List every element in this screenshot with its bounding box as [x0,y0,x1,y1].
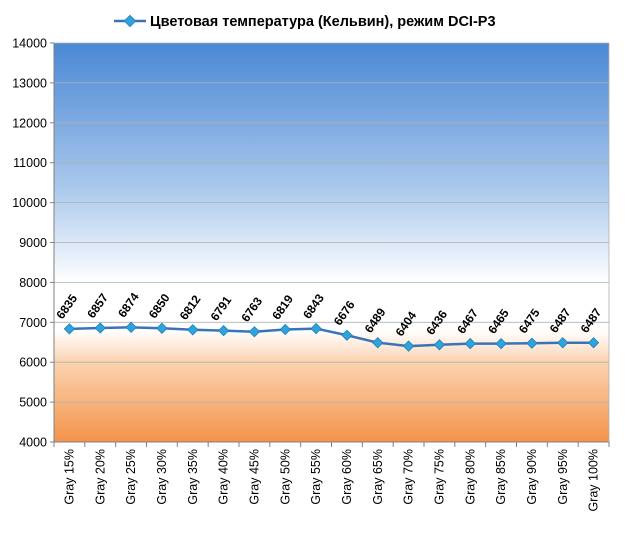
y-tick-labels: 4000 5000 6000 7000 8000 9000 10000 11000 12000 1… [12,37,47,450]
y-tick-label: 8000 [19,276,47,290]
x-tick-label: Gray 65% [371,449,385,505]
x-tick-label: Gray 75% [432,449,446,505]
x-tick-label: Gray 35% [186,449,200,505]
y-tick-label: 6000 [19,356,47,370]
series-markers [63,321,600,352]
y-tick-label: 13000 [12,76,47,90]
data-point-marker [310,322,322,335]
data-point-marker [587,337,600,349]
x-tick-label: Gray 95% [556,449,570,505]
x-tick-label: Gray 50% [278,449,292,505]
data-point-marker [217,324,230,337]
y-tick-label: 12000 [12,116,47,130]
data-point-marker [402,340,415,352]
data-point-marker [156,322,168,334]
x-tick-label: Gray 100% [587,449,601,512]
y-tick-label: 14000 [12,37,47,51]
x-tick-label: Gray 30% [155,449,169,505]
y-tick-label: 4000 [19,436,47,450]
x-tick-label: Gray 70% [402,449,416,505]
axes [50,42,610,447]
data-point-marker [495,337,507,350]
x-tick-label: Gray 80% [463,449,477,505]
legend-marker [123,14,137,28]
x-tick-label: Gray 40% [217,449,231,505]
data-point-marker [125,321,137,333]
data-point-marker [372,337,384,349]
y-tick-label: 7000 [19,316,47,330]
x-tick-label: Gray 15% [62,449,76,505]
x-tick-labels: Gray 15% Gray 20% Gray 25% Gray 30% Gray 35%… [62,449,600,512]
y-tick-label: 5000 [19,396,47,410]
data-point-marker [187,324,199,336]
data-point-marker [526,337,538,349]
data-point-marker [557,337,569,349]
x-tick-label: Gray 85% [494,449,508,505]
chart-legend: Цветовая температура (Кельвин), режим DC… [114,14,496,30]
x-tick-label: Gray 25% [124,449,138,505]
data-point-marker [63,323,76,335]
data-point-marker [433,339,446,351]
y-tick-label: 11000 [13,156,47,170]
x-tick-label: Gray 60% [340,449,354,505]
data-point-marker [341,329,353,341]
data-point-marker [279,323,291,336]
x-tick-label: Gray 45% [247,449,261,505]
x-tick-label: Gray 20% [93,449,107,505]
x-tick-label: Gray 55% [309,449,323,505]
data-point-marker [464,337,476,350]
gridlines [54,42,609,443]
y-tick-label: 10000 [12,196,47,210]
chart-title: Цветовая температура (Кельвин), режим DC… [150,14,496,30]
y-tick-label: 9000 [19,236,47,250]
data-point-marker [94,322,106,334]
x-tick-label: Gray 90% [525,449,539,505]
data-point-marker [248,326,261,338]
